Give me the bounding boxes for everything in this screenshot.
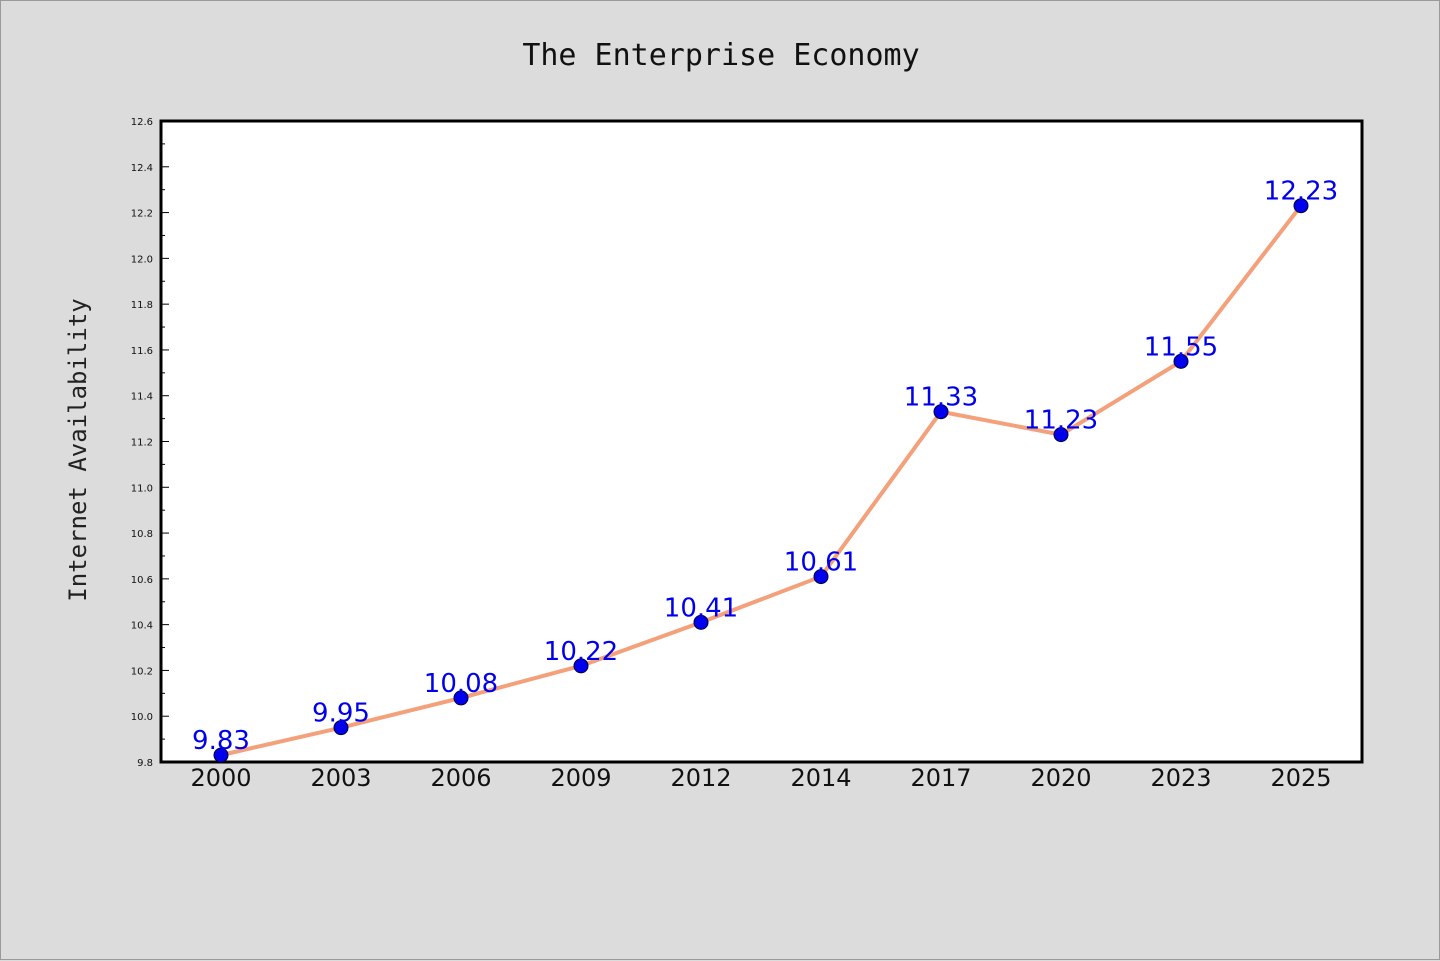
x-tick-label: 2017 (910, 764, 971, 792)
y-tick-label: 10.2 (131, 666, 153, 677)
data-point-marker (933, 404, 949, 420)
data-label: 11.23 (1024, 406, 1098, 436)
y-axis-ticks: 9.8 10.0 10.2 10.4 10.6 10.8 11.0 11.2 11.4 11.6 1… (131, 117, 169, 769)
data-label: 10.61 (784, 548, 858, 578)
y-tick-label: 11.0 (131, 483, 153, 494)
y-tick-label: 12.6 (131, 117, 153, 128)
y-tick-label: 11.2 (131, 438, 153, 449)
y-tick-label: 12.2 (131, 209, 153, 220)
data-label: 10.22 (544, 637, 618, 667)
data-point-marker (693, 614, 709, 630)
data-point-marker (813, 569, 829, 585)
data-point-marker (1173, 353, 1189, 369)
y-axis-label: Internet Availability (64, 298, 92, 601)
x-tick-label: 2014 (790, 764, 851, 792)
series-line (219, 203, 1303, 758)
data-series (213, 198, 1309, 763)
x-tick-label: 2025 (1270, 764, 1331, 792)
y-tick-label: 9.8 (137, 758, 153, 769)
y-tick-label: 12.0 (131, 254, 153, 265)
data-label: 10.41 (664, 593, 738, 623)
data-label: 11.33 (904, 383, 978, 413)
data-point-marker (1053, 427, 1069, 443)
x-tick-label: 2000 (190, 764, 251, 792)
x-tick-label: 2009 (550, 764, 611, 792)
data-point-marker (573, 658, 589, 674)
y-tick-label: 11.4 (131, 392, 153, 403)
data-point-marker (333, 720, 349, 736)
x-tick-label: 2012 (670, 764, 731, 792)
data-label: 9.83 (192, 726, 250, 756)
y-tick-label: 11.6 (131, 346, 153, 357)
data-label: 11.55 (1144, 332, 1218, 362)
x-tick-label: 2006 (430, 764, 491, 792)
y-tick-label: 10.0 (131, 712, 153, 723)
data-label: 12.23 (1264, 177, 1338, 207)
x-tick-label: 2020 (1030, 764, 1091, 792)
x-axis-ticks: 2000 2003 2006 2009 2012 2014 2017 2020 2023 2025 (190, 764, 1331, 792)
x-tick-label: 2003 (310, 764, 371, 792)
data-label: 10.08 (424, 669, 498, 699)
y-tick-label: 10.8 (131, 529, 153, 540)
data-point-marker (1293, 198, 1309, 214)
data-label: 9.95 (312, 699, 370, 729)
y-tick-label: 11.8 (131, 300, 153, 311)
y-tick-label: 10.4 (131, 621, 153, 632)
data-labels: 9.83 9.95 10.08 10.22 10.41 10.61 11.33 11.23 11… (192, 177, 1338, 756)
y-tick-label: 12.4 (131, 163, 153, 174)
data-point-marker (213, 747, 229, 763)
y-tick-label: 10.6 (131, 575, 153, 586)
plot-area (159, 119, 1364, 764)
data-point-marker (453, 690, 469, 706)
chart-title: The Enterprise Economy (522, 38, 919, 73)
x-tick-label: 2023 (1150, 764, 1211, 792)
